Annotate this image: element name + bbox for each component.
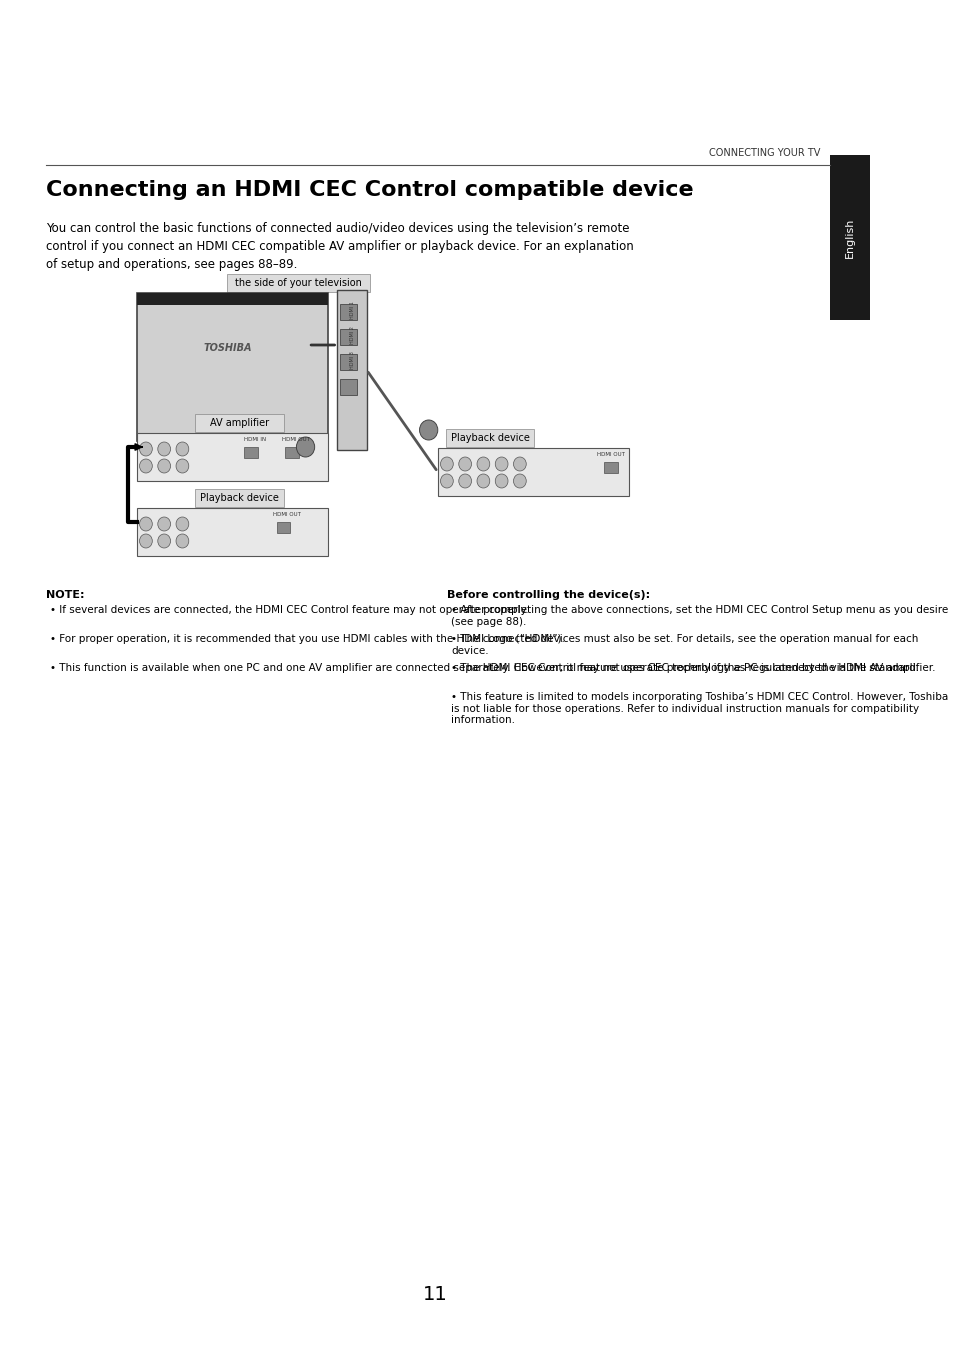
Circle shape bbox=[513, 474, 526, 487]
Circle shape bbox=[139, 441, 152, 456]
FancyBboxPatch shape bbox=[276, 521, 290, 532]
FancyBboxPatch shape bbox=[195, 414, 283, 432]
Circle shape bbox=[440, 474, 453, 487]
Text: You can control the basic functions of connected audio/video devices using the t: You can control the basic functions of c… bbox=[46, 221, 633, 271]
Text: 11: 11 bbox=[422, 1285, 447, 1304]
Text: • The connected devices must also be set. For details, see the operation manual : • The connected devices must also be set… bbox=[451, 634, 918, 656]
Text: NOTE:: NOTE: bbox=[46, 590, 84, 599]
FancyBboxPatch shape bbox=[244, 447, 257, 458]
FancyBboxPatch shape bbox=[285, 447, 298, 458]
Circle shape bbox=[296, 437, 314, 458]
Circle shape bbox=[157, 441, 171, 456]
Circle shape bbox=[513, 458, 526, 471]
Text: HDMI OUT: HDMI OUT bbox=[282, 437, 310, 441]
Text: TOSHIBA: TOSHIBA bbox=[204, 343, 252, 352]
Text: HDMI OUT: HDMI OUT bbox=[597, 452, 624, 458]
Text: CONNECTING YOUR TV: CONNECTING YOUR TV bbox=[709, 148, 820, 158]
Circle shape bbox=[139, 517, 152, 531]
Text: AV amplifier: AV amplifier bbox=[210, 418, 269, 428]
Text: HDMI OUT: HDMI OUT bbox=[274, 512, 301, 517]
Circle shape bbox=[139, 459, 152, 472]
Circle shape bbox=[419, 420, 437, 440]
Circle shape bbox=[176, 459, 189, 472]
Text: • For proper operation, it is recommended that you use HDMI cables with the HDMI: • For proper operation, it is recommende… bbox=[51, 634, 564, 644]
Circle shape bbox=[176, 441, 189, 456]
FancyBboxPatch shape bbox=[227, 274, 370, 292]
FancyBboxPatch shape bbox=[437, 448, 629, 495]
FancyBboxPatch shape bbox=[337, 290, 366, 450]
Circle shape bbox=[458, 474, 471, 487]
Text: • After completing the above connections, set the HDMI CEC Control Setup menu as: • After completing the above connections… bbox=[451, 605, 947, 626]
Text: Playback device: Playback device bbox=[200, 493, 278, 504]
Text: Before controlling the device(s):: Before controlling the device(s): bbox=[446, 590, 649, 599]
Circle shape bbox=[440, 458, 453, 471]
Circle shape bbox=[476, 474, 489, 487]
Text: • This function is available when one PC and one AV amplifier are connected sepa: • This function is available when one PC… bbox=[51, 663, 935, 674]
Text: Connecting an HDMI CEC Control compatible device: Connecting an HDMI CEC Control compatibl… bbox=[46, 180, 693, 200]
Text: the side of your television: the side of your television bbox=[235, 278, 362, 288]
Text: HDMI 2: HDMI 2 bbox=[349, 327, 355, 344]
Circle shape bbox=[476, 458, 489, 471]
FancyBboxPatch shape bbox=[340, 354, 356, 370]
FancyBboxPatch shape bbox=[136, 293, 328, 441]
Text: • The HDMI CEC Control feature uses CEC technology as regulated by the HDMI stan: • The HDMI CEC Control feature uses CEC … bbox=[451, 663, 919, 674]
Circle shape bbox=[139, 535, 152, 548]
Text: HDMI 3: HDMI 3 bbox=[349, 351, 355, 369]
Text: HDMI 1: HDMI 1 bbox=[349, 301, 355, 319]
FancyBboxPatch shape bbox=[829, 155, 869, 320]
Circle shape bbox=[157, 517, 171, 531]
FancyBboxPatch shape bbox=[340, 304, 356, 320]
FancyBboxPatch shape bbox=[340, 379, 356, 396]
Circle shape bbox=[458, 458, 471, 471]
FancyBboxPatch shape bbox=[603, 462, 618, 472]
FancyBboxPatch shape bbox=[195, 489, 283, 508]
Text: • This feature is limited to models incorporating Toshiba’s HDMI CEC Control. Ho: • This feature is limited to models inco… bbox=[451, 693, 947, 725]
Circle shape bbox=[176, 535, 189, 548]
Text: Playback device: Playback device bbox=[451, 433, 529, 443]
Circle shape bbox=[495, 458, 508, 471]
Circle shape bbox=[157, 535, 171, 548]
FancyBboxPatch shape bbox=[445, 429, 534, 447]
Text: HDMI IN: HDMI IN bbox=[244, 437, 266, 441]
FancyBboxPatch shape bbox=[340, 329, 356, 346]
Circle shape bbox=[176, 517, 189, 531]
Text: • If several devices are connected, the HDMI CEC Control feature may not operate: • If several devices are connected, the … bbox=[51, 605, 528, 616]
Text: English: English bbox=[844, 217, 854, 258]
Circle shape bbox=[157, 459, 171, 472]
FancyBboxPatch shape bbox=[136, 433, 328, 481]
FancyBboxPatch shape bbox=[136, 508, 328, 556]
Circle shape bbox=[495, 474, 508, 487]
FancyBboxPatch shape bbox=[136, 293, 328, 305]
